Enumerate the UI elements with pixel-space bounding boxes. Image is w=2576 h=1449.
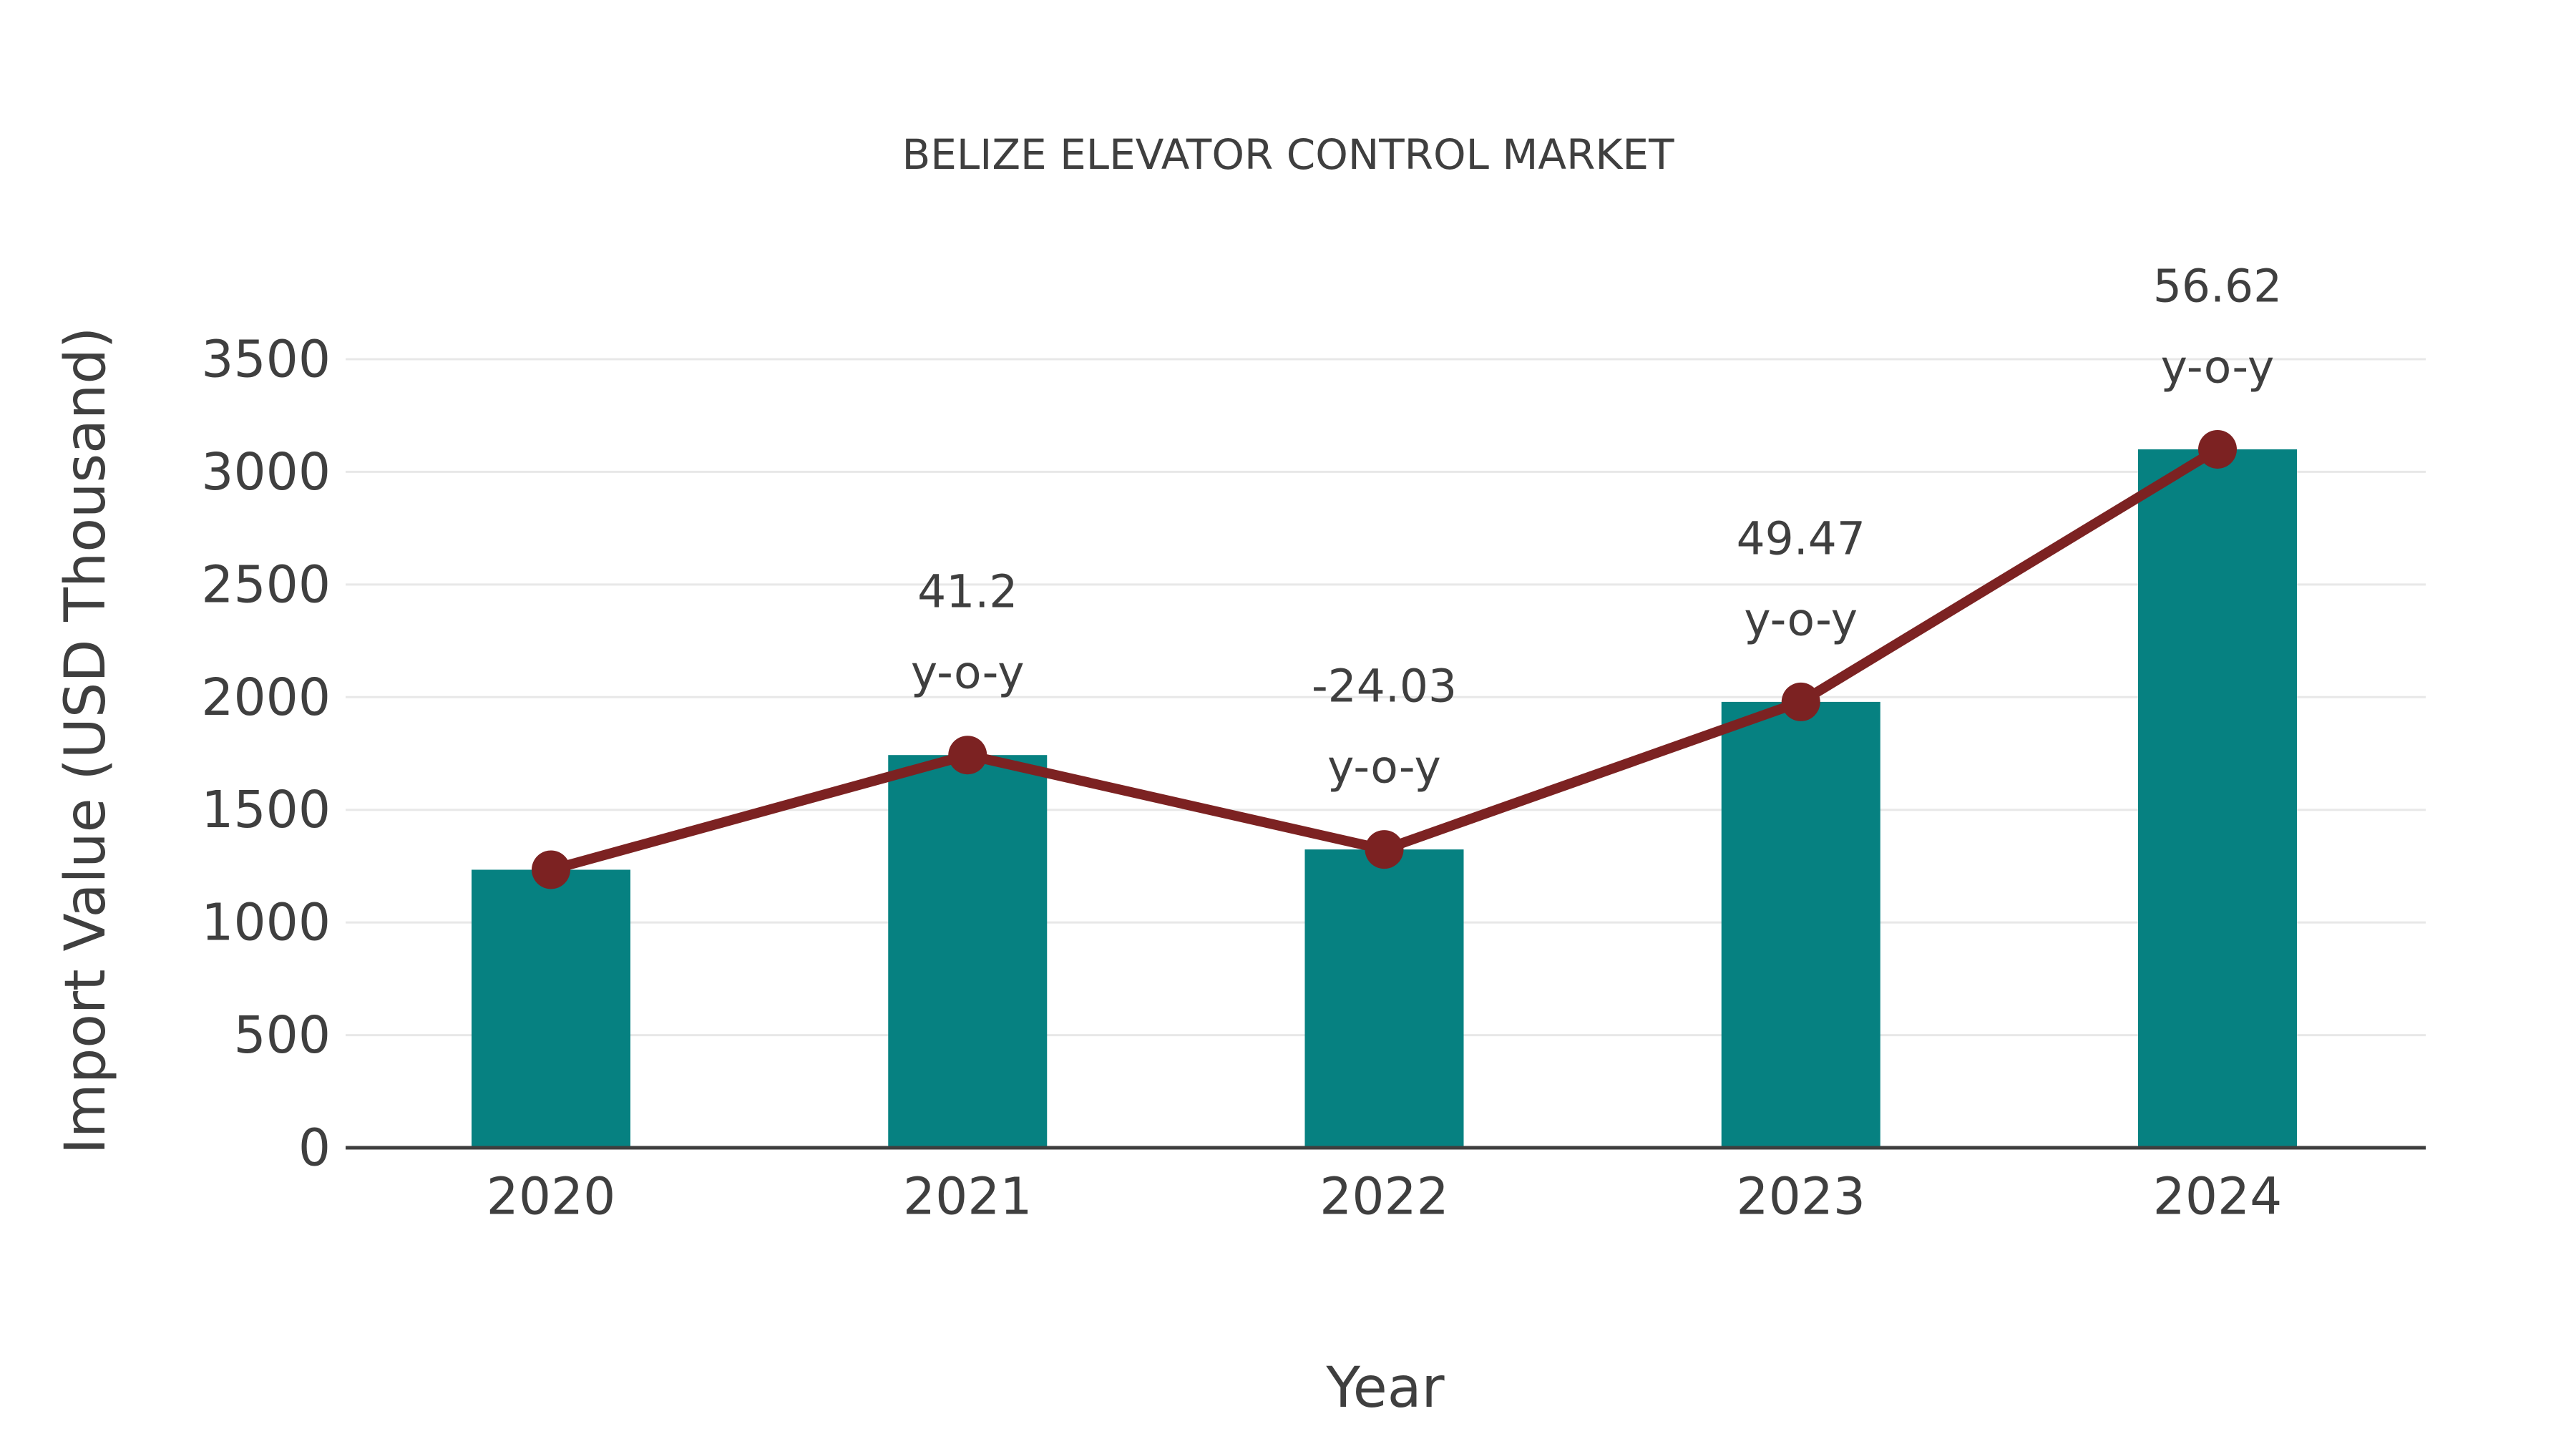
yoy-annotations: 41.2 y-o-y -24.03 y-o-y 49.47 y-o-y 56.62 y-o-y [911, 260, 2282, 793]
annotation-2024-label: y-o-y [2161, 341, 2275, 393]
y-tick-label-1500: 1500 [201, 780, 331, 839]
line-series [532, 429, 2237, 889]
marker-2023 [1781, 682, 1820, 721]
y-tick-label-500: 500 [233, 1005, 331, 1065]
gridlines [346, 358, 2426, 1037]
y-tick-label-0: 0 [298, 1118, 331, 1178]
bar-2020 [472, 869, 630, 1148]
marker-2024 [2198, 429, 2237, 469]
annotation-2023-label: y-o-y [1744, 593, 1858, 645]
annotation-2021-value: 41.2 [917, 566, 1018, 618]
x-tick-label-2020: 2020 [487, 1167, 616, 1226]
x-axis-tick-labels: 2020 2021 2022 2023 2024 [487, 1167, 2283, 1226]
bar-2023 [1721, 701, 1880, 1148]
marker-2020 [532, 850, 570, 889]
bar-series [472, 449, 2297, 1148]
bar-2021 [888, 755, 1048, 1148]
x-tick-label-2024: 2024 [2153, 1167, 2283, 1226]
chart-title: BELIZE ELEVATOR CONTROL MARKET [902, 130, 1674, 179]
y-tick-label-2500: 2500 [201, 555, 331, 614]
annotation-2022-value: -24.03 [1312, 660, 1457, 713]
bar-2024 [2138, 449, 2297, 1148]
marker-2021 [948, 736, 987, 775]
marker-2022 [1365, 830, 1404, 869]
annotation-2024-value: 56.62 [2153, 260, 2282, 312]
x-tick-label-2022: 2022 [1319, 1167, 1449, 1226]
annotation-2023-value: 49.47 [1737, 512, 1865, 565]
y-tick-label-1000: 1000 [201, 893, 331, 952]
annotation-2022-label: y-o-y [1327, 741, 1441, 794]
y-tick-label-3500: 3500 [201, 330, 331, 389]
x-tick-label-2023: 2023 [1736, 1167, 1865, 1226]
y-tick-label-2000: 2000 [201, 668, 331, 727]
annotation-2021-label: y-o-y [911, 647, 1025, 699]
x-tick-label-2021: 2021 [903, 1167, 1033, 1226]
y-axis-tick-labels: 0 500 1000 1500 2000 2500 3000 3500 [201, 330, 331, 1178]
y-tick-label-3000: 3000 [201, 442, 331, 502]
x-axis-title: Year [1325, 1356, 1445, 1420]
y-axis-title: Import Value (USD Thousand) [54, 327, 118, 1155]
bar-2022 [1304, 849, 1464, 1148]
